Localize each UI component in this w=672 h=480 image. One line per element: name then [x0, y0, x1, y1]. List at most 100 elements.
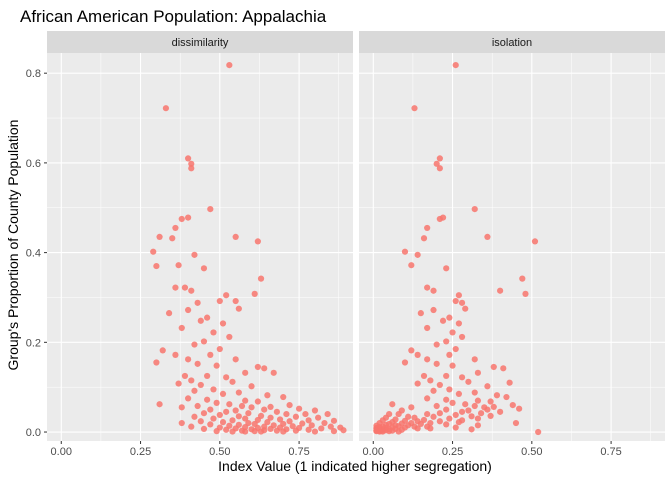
data-point — [308, 422, 315, 429]
data-point — [242, 428, 249, 435]
data-point — [465, 407, 472, 414]
data-point — [172, 351, 179, 358]
data-point — [436, 381, 443, 389]
data-point — [267, 414, 274, 421]
data-point — [299, 420, 306, 427]
data-point — [204, 372, 211, 380]
data-point — [248, 404, 255, 411]
data-point — [191, 413, 198, 420]
data-point — [178, 419, 185, 427]
data-point — [242, 415, 249, 422]
data-point — [452, 62, 459, 69]
data-point — [178, 404, 185, 411]
data-point — [327, 423, 334, 430]
data-point — [535, 428, 542, 436]
data-point — [420, 235, 428, 242]
data-point — [213, 362, 220, 369]
data-point — [188, 160, 195, 167]
data-point — [178, 215, 185, 223]
data-point — [172, 284, 179, 291]
data-point — [474, 397, 482, 404]
data-point — [471, 356, 478, 363]
data-point — [420, 372, 428, 380]
data-point — [276, 416, 284, 423]
data-point — [487, 398, 494, 405]
data-point — [185, 306, 192, 314]
chart-title: African American Population: Appalachia — [20, 7, 327, 26]
data-point — [156, 233, 163, 241]
data-point — [197, 317, 204, 324]
data-point — [194, 360, 201, 367]
data-point — [223, 292, 230, 299]
data-point — [153, 262, 160, 270]
data-point — [267, 403, 274, 411]
data-point — [424, 410, 431, 418]
data-point — [430, 413, 437, 420]
x-tick-label: 0.00 — [363, 446, 384, 458]
data-point — [443, 396, 450, 403]
data-point — [264, 419, 271, 426]
x-tick-label: 0.75 — [288, 446, 309, 458]
data-point — [245, 410, 252, 417]
data-point — [267, 425, 274, 432]
data-point — [401, 248, 409, 255]
data-point — [315, 414, 322, 421]
data-point — [261, 365, 268, 372]
data-point — [424, 284, 431, 291]
data-point — [213, 399, 220, 406]
data-point — [424, 224, 431, 232]
y-axis: 0.0 0.2 0.4 0.6 0.8 — [26, 68, 47, 439]
data-point — [433, 360, 440, 367]
data-point — [408, 404, 415, 411]
data-point — [223, 374, 230, 381]
data-point — [446, 386, 453, 393]
data-point — [471, 389, 478, 396]
data-point — [207, 406, 214, 413]
data-point — [226, 333, 233, 341]
data-point — [251, 290, 258, 297]
data-point — [289, 423, 296, 430]
data-point — [175, 380, 182, 387]
data-point — [197, 381, 204, 389]
x-axis: 0.00 0.25 0.50 0.75 0.00 0.25 0.50 0.75 — [51, 441, 622, 458]
data-point — [443, 338, 450, 345]
data-point — [191, 387, 198, 394]
data-point — [181, 284, 189, 291]
data-point — [261, 406, 268, 413]
x-tick-label: 0.25 — [130, 446, 151, 458]
data-point — [330, 417, 338, 424]
data-point — [254, 363, 261, 371]
data-point — [408, 262, 415, 269]
data-point — [449, 329, 456, 336]
data-point — [153, 359, 160, 366]
data-point — [219, 419, 227, 426]
data-point — [194, 402, 201, 410]
facet-panel-dissimilarity: dissimilarity — [47, 31, 353, 441]
data-point — [395, 410, 402, 418]
x-tick-label: 0.00 — [51, 446, 72, 458]
data-point — [436, 155, 443, 162]
data-point — [427, 425, 434, 432]
data-point — [462, 305, 469, 312]
data-point — [270, 369, 277, 376]
facet-strip — [359, 31, 665, 53]
data-point — [248, 383, 255, 390]
data-point — [162, 105, 170, 112]
data-point — [219, 320, 227, 327]
data-point — [229, 428, 236, 435]
data-point — [188, 287, 195, 294]
data-point — [458, 299, 466, 306]
data-point — [330, 428, 338, 435]
panel-background — [359, 53, 665, 441]
data-point — [226, 401, 233, 408]
data-point — [226, 62, 233, 69]
data-point — [204, 396, 211, 403]
data-point — [216, 345, 223, 353]
data-point — [210, 329, 217, 336]
data-point — [455, 320, 462, 327]
data-point — [458, 374, 466, 381]
data-point — [257, 428, 265, 435]
data-point — [471, 402, 478, 410]
x-tick-label: 0.50 — [521, 446, 542, 458]
data-point — [232, 356, 239, 363]
